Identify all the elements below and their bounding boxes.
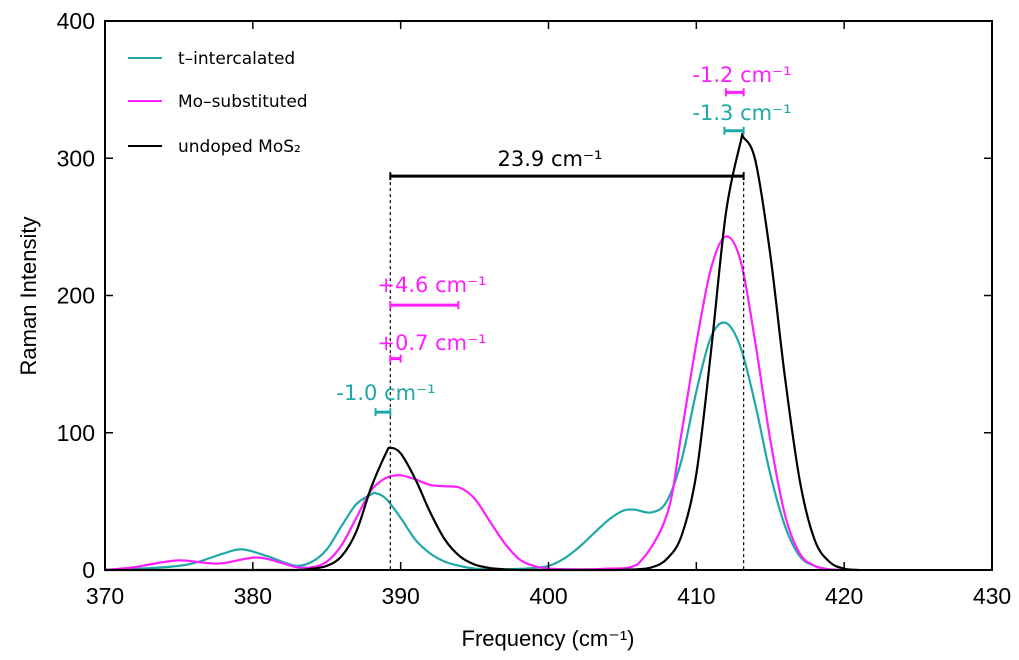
x-tick-label: 400 — [529, 583, 567, 609]
e2g-mo-label-1: +0.7 cm⁻¹ — [377, 331, 486, 355]
a1g-mo-label: -1.2 cm⁻¹ — [692, 63, 791, 87]
y-tick-label: 0 — [82, 557, 95, 583]
a1g-ti-label: -1.3 cm⁻¹ — [692, 101, 791, 125]
x-tick-label: 380 — [234, 583, 272, 609]
x-axis-title: Frequency (cm⁻¹) — [462, 626, 635, 651]
x-tick-label: 390 — [381, 583, 419, 609]
x-tick-label: 410 — [677, 583, 715, 609]
x-tick-label: 370 — [86, 583, 124, 609]
separation-label: 23.9 cm⁻¹ — [498, 147, 603, 171]
e2g-mo-label-2: +4.6 cm⁻¹ — [377, 273, 486, 297]
y-tick-label: 100 — [57, 420, 95, 446]
y-tick-label: 300 — [57, 145, 95, 171]
legend-label-undoped: undoped MoS₂ — [178, 137, 301, 157]
y-tick-label: 200 — [57, 283, 95, 309]
y-tick-label: 400 — [57, 8, 95, 34]
x-tick-label: 420 — [825, 583, 863, 609]
axis-ticks: 370 380 390 400 410 420 430 0 100 200 300 400 — [57, 8, 1012, 609]
legend-label-mo-substituted: Mo–substituted — [178, 92, 308, 112]
legend: t–intercalated Mo–substituted undoped Mo… — [128, 49, 308, 157]
series-line-t-intercalated — [104, 321, 845, 572]
annotations-group: 23.9 cm⁻¹ -1.0 cm⁻¹ +0.7 cm⁻¹ +4.6 cm⁻¹ -1.2… — [336, 63, 792, 417]
e2g-ti-label: -1.0 cm⁻¹ — [336, 381, 435, 405]
legend-label-t-intercalated: t–intercalated — [178, 49, 295, 69]
y-axis-title: Raman Intensity — [16, 217, 41, 376]
series-line-mo-substituted — [104, 235, 845, 572]
x-tick-label: 430 — [973, 583, 1011, 609]
